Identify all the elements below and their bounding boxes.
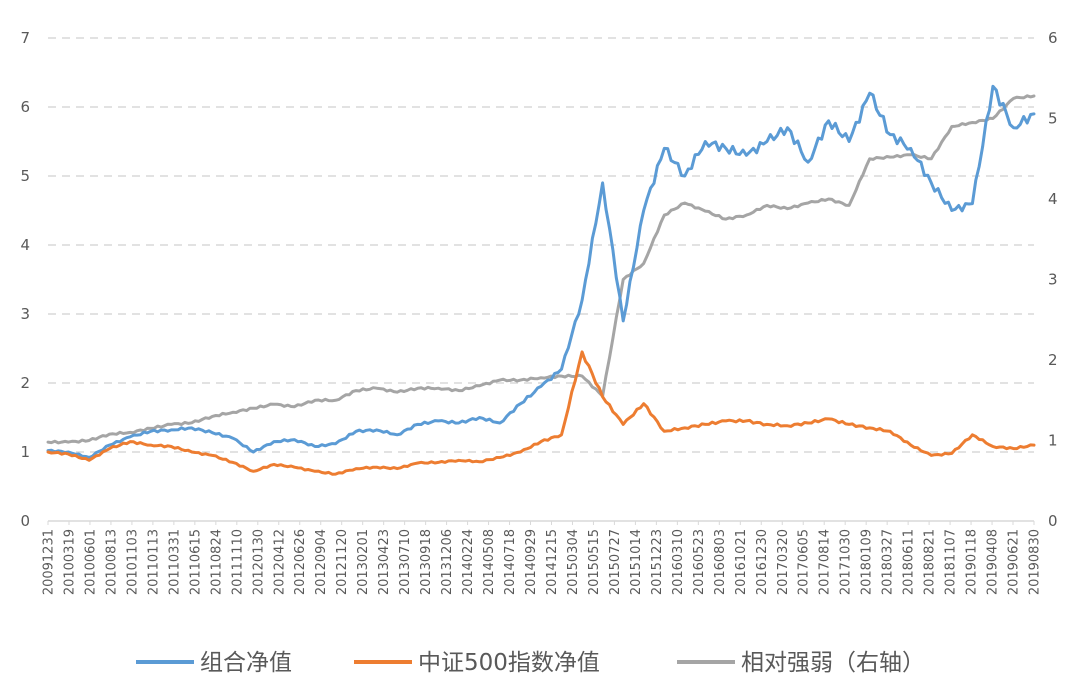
x-tick-label: 20141215 <box>545 529 560 595</box>
x-tick-label: 20121120 <box>335 529 350 595</box>
right-y-axis: 0 1 2 3 4 5 6 <box>1048 29 1058 530</box>
x-tick-label: 20170814 <box>818 529 833 595</box>
x-tick-label: 20130918 <box>419 529 434 595</box>
right-y-tick-label: 5 <box>1048 110 1058 128</box>
x-tick-label: 20190408 <box>986 529 1001 595</box>
series-lines <box>46 84 1036 476</box>
x-tick-label: 20120626 <box>293 529 308 595</box>
x-tick-label: 20160523 <box>692 529 707 595</box>
x-tick-label: 20100601 <box>83 529 98 595</box>
left-y-tick-label: 2 <box>20 374 30 392</box>
right-y-tick-label: 2 <box>1048 351 1058 369</box>
x-tick-label: 20120412 <box>272 529 287 595</box>
x-tick-label: 20170320 <box>776 529 791 595</box>
x-tick-label: 20101103 <box>125 529 140 595</box>
x-tick-label: 20160310 <box>671 529 686 595</box>
left-y-tick-label: 6 <box>20 98 30 116</box>
left-y-tick-label: 5 <box>20 167 30 185</box>
x-tick-label: 20150515 <box>587 529 602 595</box>
x-tick-label: 20180611 <box>902 529 917 595</box>
right-y-tick-label: 3 <box>1048 271 1058 289</box>
x-tick-label: 20130423 <box>377 529 392 595</box>
left-y-tick-label: 4 <box>20 236 30 254</box>
legend-label: 组合净值 <box>200 650 292 676</box>
x-tick-label: 20161021 <box>734 529 749 595</box>
x-tick-label: 20120904 <box>314 529 329 595</box>
x-tick-label: 20120130 <box>251 529 266 595</box>
x-tick-label: 20161230 <box>755 529 770 595</box>
series-line-1 <box>46 350 1036 476</box>
left-y-tick-label: 1 <box>20 443 30 461</box>
x-tick-label: 20190118 <box>965 529 980 595</box>
x-tick-label: 20180109 <box>860 529 875 595</box>
x-tick-label: 20111110 <box>230 529 245 595</box>
right-y-tick-label: 1 <box>1048 432 1058 450</box>
left-y-tick-label: 3 <box>20 305 30 323</box>
x-tick-label: 20140929 <box>524 529 539 595</box>
left-y-axis: 0 1 2 3 4 5 6 7 <box>20 29 30 530</box>
legend-label: 相对强弱（右轴） <box>741 650 925 676</box>
left-y-tick-label: 7 <box>20 29 30 47</box>
x-tick-label: 20130710 <box>398 529 413 595</box>
x-tick-label: 20140718 <box>503 529 518 595</box>
x-tick-label: 20140508 <box>482 529 497 595</box>
x-tick-label: 20151223 <box>650 529 665 595</box>
x-tick-label: 20091231 <box>42 529 57 595</box>
x-tick-label: 20181107 <box>944 529 959 595</box>
x-tick-label: 20110824 <box>209 529 224 595</box>
legend-label: 中证500指数净值 <box>418 650 600 676</box>
x-axis: 20091231 20100319 20100601 20100813 20101103… <box>42 521 1043 595</box>
x-tick-label: 20110113 <box>146 529 161 595</box>
right-y-tick-label: 4 <box>1048 190 1058 208</box>
x-tick-label: 20180327 <box>881 529 896 595</box>
x-tick-label: 20110331 <box>167 529 182 595</box>
gridlines <box>48 37 1034 522</box>
x-tick-label: 20100813 <box>104 529 119 595</box>
right-y-tick-label: 0 <box>1048 512 1058 530</box>
x-tick-label: 20190621 <box>1007 529 1022 595</box>
x-tick-label: 20170605 <box>797 529 812 595</box>
x-tick-label: 20140224 <box>461 529 476 595</box>
x-tick-label: 20100319 <box>62 529 77 595</box>
x-tick-label: 20110615 <box>188 529 203 595</box>
series-line-2 <box>46 94 1036 445</box>
x-tick-label: 20160803 <box>713 529 728 595</box>
right-y-tick-label: 6 <box>1048 29 1058 47</box>
x-tick-label: 20190830 <box>1028 529 1043 595</box>
legend: 组合净值 中证500指数净值 相对强弱（右轴） <box>136 650 925 676</box>
left-y-tick-label: 0 <box>20 512 30 530</box>
x-tick-label: 20151014 <box>629 529 644 595</box>
x-tick-label: 20131206 <box>440 529 455 595</box>
series-line-0 <box>46 84 1036 459</box>
x-tick-label: 20150304 <box>566 529 581 595</box>
x-tick-label: 20171030 <box>839 529 854 595</box>
x-tick-label: 20180821 <box>923 529 938 595</box>
x-tick-label: 20130201 <box>356 529 371 595</box>
x-tick-label: 20150727 <box>608 529 623 595</box>
